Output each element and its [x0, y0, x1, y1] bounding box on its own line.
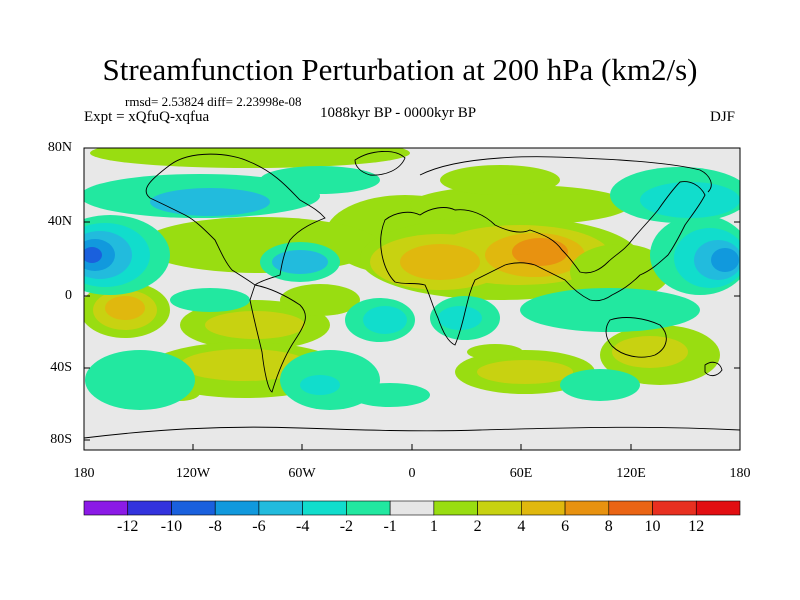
lon-label: 120W — [175, 466, 211, 481]
colorbar-label: -2 — [339, 518, 354, 535]
contour-region — [440, 165, 560, 195]
lat-label: 80S — [50, 432, 72, 447]
contour-region — [260, 166, 380, 194]
lat-label: 40S — [50, 360, 72, 375]
contour-region — [272, 250, 328, 274]
colorbar-swatch — [564, 500, 610, 516]
contour-region — [150, 188, 270, 216]
contour-region — [477, 360, 573, 384]
lon-label: 180 — [729, 466, 751, 481]
contour-region — [180, 349, 310, 381]
colorbar-swatch — [171, 500, 216, 516]
colorbar-swatch — [521, 500, 566, 516]
colorbar-label: -6 — [252, 518, 266, 535]
lat-label: 80N — [47, 140, 72, 155]
colorbar-swatch — [433, 500, 478, 516]
colorbar-swatch — [127, 500, 172, 516]
contour-region — [612, 336, 688, 368]
experiment-label: Expt = xQfuQ-xqfua — [84, 109, 210, 125]
colorbar-label: 1 — [429, 518, 438, 535]
colorbar-swatch — [389, 500, 435, 516]
lat-label: 40N — [47, 214, 72, 229]
contour-region — [467, 344, 523, 360]
contour-region — [711, 248, 739, 272]
contour-region — [363, 306, 407, 334]
map-ticks — [84, 147, 740, 450]
colorbar-label: 8 — [604, 518, 613, 535]
coastlines — [84, 151, 740, 439]
contour-region — [280, 284, 360, 316]
colorbar-swatch — [83, 500, 129, 516]
colorbar-swatch — [302, 500, 347, 516]
contour-region — [512, 238, 568, 266]
colorbar-swatch — [695, 500, 741, 516]
lon-label: 60E — [509, 466, 533, 481]
colorbar-label: -12 — [117, 518, 139, 535]
contour-region — [105, 296, 145, 320]
contour-region — [570, 244, 670, 300]
contour-region — [400, 244, 480, 280]
colorbar-label: 6 — [561, 518, 570, 535]
colorbar-swatch — [346, 500, 391, 516]
lon-label: 60W — [288, 466, 316, 481]
contour-region — [410, 185, 630, 225]
contour-field — [84, 148, 740, 410]
lon-label: 0 — [408, 466, 416, 481]
colorbar-label: -8 — [208, 518, 222, 535]
colorbar-label: -1 — [383, 518, 397, 535]
contour-region — [520, 288, 700, 332]
contour-region — [560, 369, 640, 401]
lat-label: 0 — [65, 288, 72, 303]
period-label: 1088kyr BP - 0000kyr BP — [320, 105, 477, 121]
colorbar-label: 2 — [473, 518, 482, 535]
contour-region — [438, 306, 482, 330]
colorbar-swatch — [652, 500, 697, 516]
contour-region — [350, 383, 430, 407]
colorbar — [83, 500, 741, 516]
colorbar-swatch — [608, 500, 653, 516]
contour-region — [90, 148, 410, 168]
colorbar-label: 12 — [688, 518, 705, 535]
contour-region — [205, 311, 305, 339]
lon-label: 120E — [616, 466, 646, 481]
stats-text: rmsd= 2.53824 diff= 2.23998e-08 — [125, 94, 302, 109]
colorbar-label: 4 — [517, 518, 526, 535]
chart-title: Streamfunction Perturbation at 200 hPa (… — [102, 52, 698, 87]
colorbar-swatch — [214, 500, 260, 516]
season-label: DJF — [710, 109, 736, 125]
contour-region — [300, 375, 340, 395]
colorbar-swatch — [258, 500, 303, 516]
contour-region — [140, 217, 380, 273]
lon-label: 180 — [73, 466, 95, 481]
colorbar-label: -10 — [160, 518, 183, 535]
contour-region — [170, 288, 250, 312]
colorbar-label: -4 — [295, 518, 310, 535]
contour-region — [640, 182, 740, 218]
contour-region — [85, 350, 195, 410]
colorbar-label: 10 — [644, 518, 661, 535]
contour-region — [84, 247, 102, 263]
colorbar-swatch — [477, 500, 522, 516]
